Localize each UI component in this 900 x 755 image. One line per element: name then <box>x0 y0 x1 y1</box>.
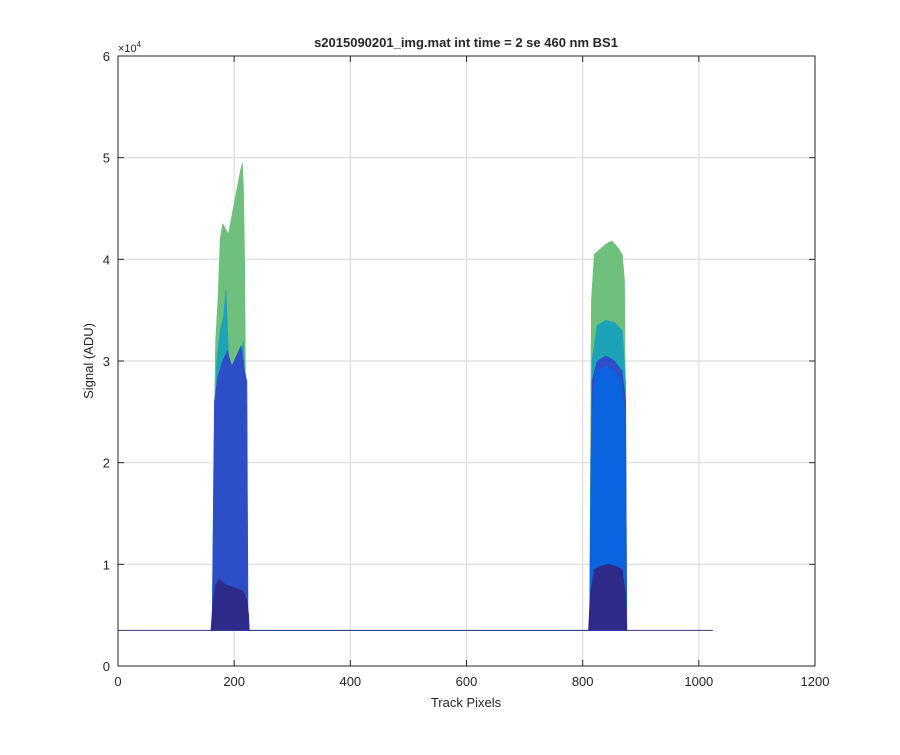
x-axis-label: Track Pixels <box>431 695 502 710</box>
y-axis-label: Signal (ADU) <box>81 323 96 399</box>
y-tick-label-0: 0 <box>103 659 110 674</box>
y-tick-label-3: 3 <box>103 354 110 369</box>
x-axis-ticks: 0 200 400 600 800 1000 1200 <box>114 56 829 689</box>
y-axis-exponent-label: ×104 <box>118 40 142 55</box>
data-series <box>210 162 628 631</box>
y-tick-label-2: 2 <box>103 456 110 471</box>
series-area-4 <box>210 564 628 631</box>
series-area-3 <box>589 365 627 631</box>
series-area-0 <box>211 162 628 631</box>
y-axis-ticks: 0 1 2 3 4 5 6 <box>103 49 815 674</box>
y-tick-label-1: 1 <box>103 557 110 572</box>
y-tick-label-5: 5 <box>103 151 110 166</box>
x-tick-label-1: 200 <box>223 674 245 689</box>
x-tick-label-4: 800 <box>572 674 594 689</box>
x-tick-label-6: 1200 <box>801 674 830 689</box>
x-tick-label-5: 1000 <box>684 674 713 689</box>
x-tick-label-0: 0 <box>114 674 121 689</box>
chart-title: s2015090201_img.mat int time = 2 se 460 … <box>314 35 618 50</box>
series-area-2 <box>211 345 628 631</box>
series-area-1 <box>211 289 628 631</box>
y-tick-label-4: 4 <box>103 252 110 267</box>
x-tick-label-3: 600 <box>456 674 478 689</box>
x-tick-label-2: 400 <box>339 674 361 689</box>
y-tick-label-6: 6 <box>103 49 110 64</box>
